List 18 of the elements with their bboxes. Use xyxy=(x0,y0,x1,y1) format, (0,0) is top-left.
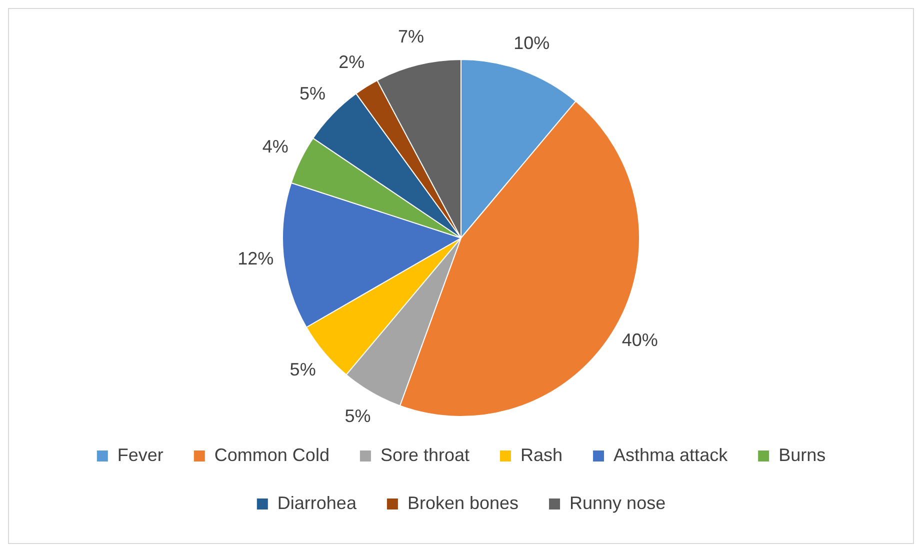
data-label: 2% xyxy=(338,52,365,72)
legend-label: Burns xyxy=(778,444,826,465)
data-label: 4% xyxy=(262,136,288,156)
data-label: 7% xyxy=(398,26,424,47)
legend-label: Fever xyxy=(117,444,164,465)
data-label: 40% xyxy=(622,330,658,350)
legend-label: Sore throat xyxy=(380,444,470,465)
legend-label: Runny nose xyxy=(570,492,666,513)
data-label: 12% xyxy=(238,248,274,269)
data-label: 5% xyxy=(290,360,316,380)
legend-label: Broken bones xyxy=(407,492,519,513)
legend-label: Common Cold xyxy=(214,444,330,465)
legend-label: Rash xyxy=(520,444,563,465)
legend-label: Asthma attack xyxy=(614,444,729,465)
data-label: 5% xyxy=(299,84,326,104)
data-label: 5% xyxy=(344,406,371,426)
legend-label: Diarrohea xyxy=(277,492,358,513)
data-label: 10% xyxy=(514,32,550,53)
